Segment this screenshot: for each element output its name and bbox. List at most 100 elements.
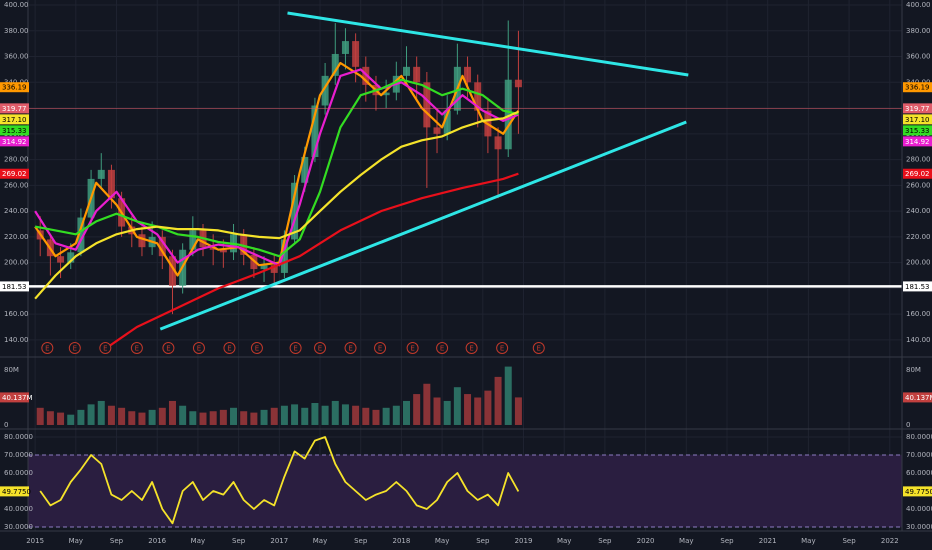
volume-bar <box>402 400 410 425</box>
earnings-marker <box>289 342 302 354</box>
y-tick-label: 240.00 <box>906 207 931 215</box>
price-tag <box>0 168 29 179</box>
y-tick-label: 220.00 <box>906 233 931 241</box>
x-tick-label: Sep <box>476 537 490 545</box>
volume-bar <box>250 412 258 425</box>
earnings-label: E <box>197 345 201 353</box>
earnings-label: E <box>103 345 107 353</box>
price-tag <box>903 82 932 93</box>
x-tick-label: 2020 <box>637 537 655 545</box>
earnings-marker <box>223 342 236 354</box>
candle-body <box>67 252 75 263</box>
y-tick-label: 360.00 <box>906 53 931 61</box>
x-tick-label: 2019 <box>515 537 533 545</box>
x-tick-label: May <box>557 537 571 545</box>
volume-bar <box>514 397 522 425</box>
y-tick-label: 70.0000 <box>906 451 932 459</box>
y-tick-label: 160.00 <box>906 310 931 318</box>
volume-bar <box>464 394 472 425</box>
price-tag <box>903 114 932 125</box>
earnings-marker <box>99 342 112 354</box>
y-tick-label: 260.00 <box>906 181 931 189</box>
earnings-label: E <box>135 345 139 353</box>
earnings-marker <box>344 342 357 354</box>
volume-bar <box>138 412 146 425</box>
volume-bar <box>341 404 349 425</box>
candle-body <box>443 110 451 134</box>
volume-bar <box>301 407 309 425</box>
y-tick-label: 280.00 <box>906 156 931 164</box>
earnings-label: E <box>348 345 352 353</box>
candle-body <box>382 92 390 96</box>
y-tick-label: 0 <box>4 421 8 429</box>
candle-body <box>77 217 85 253</box>
volume-bar <box>504 366 512 425</box>
rsi-band <box>28 455 902 527</box>
volume-bar <box>67 414 75 425</box>
volume-bar <box>392 405 400 425</box>
price-tag-label: 314.92 <box>905 138 930 146</box>
price-tag-label: 49.7750 <box>2 488 31 496</box>
x-tick-label: Sep <box>598 537 612 545</box>
moving-average <box>100 172 519 353</box>
candle-body <box>362 66 370 85</box>
price-tag <box>903 103 932 114</box>
volume-bar <box>311 402 319 425</box>
trend-line <box>159 120 687 331</box>
earnings-label: E <box>45 345 49 353</box>
y-tick-label: 70.0000 <box>4 451 33 459</box>
volume-bar <box>352 405 360 425</box>
price-tag <box>903 125 932 136</box>
candle-body <box>352 41 360 67</box>
volume-bar <box>331 400 339 425</box>
candle-body <box>189 230 197 250</box>
candle-body <box>464 66 472 83</box>
candle-body <box>341 41 349 54</box>
candle-body <box>301 157 309 183</box>
price-tag <box>0 486 29 497</box>
price-tag-label: 181.53 <box>2 283 27 291</box>
price-tag-label: 317.10 <box>905 116 930 124</box>
price-tag <box>0 281 29 292</box>
y-tick-label: 380.00 <box>4 27 29 35</box>
earnings-marker <box>130 342 143 354</box>
y-tick-label: 80M <box>4 366 19 374</box>
x-tick-label: 2015 <box>26 537 44 545</box>
price-tag <box>0 82 29 93</box>
earnings-marker <box>374 342 387 354</box>
y-tick-label: 380.00 <box>906 27 931 35</box>
volume-bar <box>240 411 248 425</box>
candle-body <box>514 79 522 88</box>
volume-bar <box>443 400 451 425</box>
price-tag <box>903 136 932 147</box>
moving-average <box>34 78 519 258</box>
y-tick-label: 80.0000 <box>4 433 33 441</box>
y-tick-label: 60.0000 <box>906 469 932 477</box>
volume-bar <box>46 411 54 425</box>
volume-bar <box>209 411 217 425</box>
candle-body <box>413 66 421 83</box>
candle-body <box>138 234 146 248</box>
price-tag-label: 336.19 <box>905 84 930 92</box>
candle-body <box>107 169 115 199</box>
x-tick-label: May <box>69 537 83 545</box>
candle-body <box>331 53 339 76</box>
x-tick-label: May <box>801 537 815 545</box>
earnings-marker <box>314 342 327 354</box>
candle-body <box>270 265 278 273</box>
rsi-pane <box>28 436 902 528</box>
earnings-marker <box>68 342 81 354</box>
price-tag <box>0 114 29 125</box>
candle-body <box>423 82 431 128</box>
x-tick-label: Sep <box>720 537 734 545</box>
price-tag <box>903 486 932 497</box>
volume-bar <box>423 383 431 425</box>
price-tag-label: 336.19 <box>2 84 27 92</box>
moving-average <box>34 110 519 300</box>
volume-bar <box>118 407 126 425</box>
y-tick-label: 0 <box>906 421 910 429</box>
earnings-marker <box>496 342 509 354</box>
x-tick-label: 2017 <box>270 537 288 545</box>
